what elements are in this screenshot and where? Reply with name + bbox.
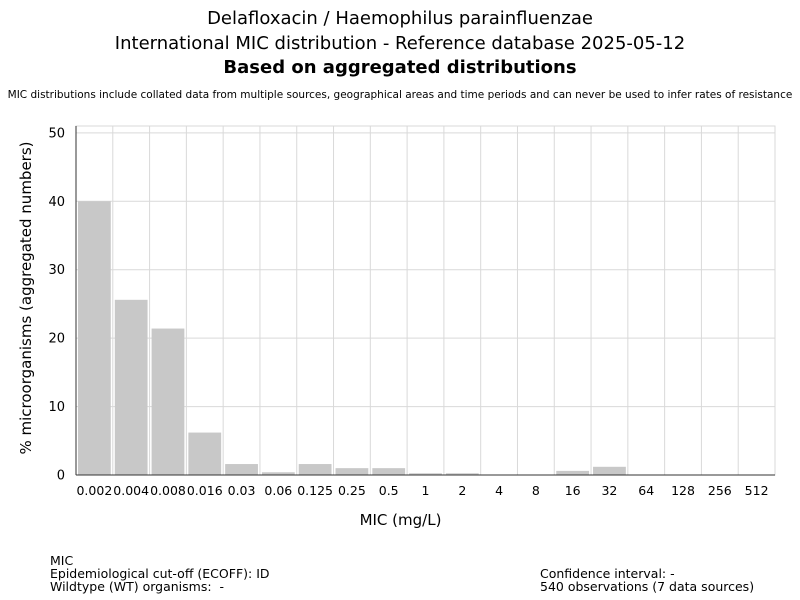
- x-tick-label: 2: [458, 483, 466, 498]
- x-tick-label: 0.5: [379, 483, 399, 498]
- bar-0.25: [335, 468, 369, 475]
- y-tick-label: 50: [48, 126, 65, 141]
- bar-1: [409, 473, 442, 475]
- bar-0.06: [261, 472, 295, 475]
- x-tick-label: 0.06: [264, 483, 292, 498]
- x-tick-label: 4: [495, 483, 503, 498]
- bar-0.125: [298, 464, 332, 475]
- y-tick-label: 0: [57, 469, 65, 484]
- x-tick-label: 0.03: [228, 483, 256, 498]
- y-tick-label: 30: [48, 263, 65, 278]
- x-tick-label: 0.008: [150, 483, 186, 498]
- chart-title-line2: International MIC distribution - Referen…: [114, 33, 686, 54]
- x-tick-label: 0.25: [338, 483, 366, 498]
- y-axis-label: % microorganisms (aggregated numbers): [17, 141, 35, 454]
- x-tick-label: 128: [671, 483, 695, 498]
- y-tick-label: 20: [48, 332, 65, 347]
- y-tick-label: 10: [48, 400, 65, 415]
- y-tick-label: 40: [48, 195, 65, 210]
- x-axis-label: MIC (mg/L): [360, 511, 442, 529]
- x-tick-label: 64: [638, 483, 654, 498]
- bar-0.002: [78, 201, 111, 475]
- x-tick-label: 0.016: [187, 483, 223, 498]
- bar-0.016: [188, 432, 222, 475]
- bar-32: [593, 466, 626, 475]
- footer-ecoff: Epidemiological cut-off (ECOFF): ID: [50, 566, 270, 581]
- x-tick-label: 0.004: [113, 483, 149, 498]
- bar-0.008: [151, 328, 185, 475]
- x-tick-label: 1: [422, 483, 430, 498]
- bar-2: [445, 473, 479, 475]
- x-tick-label: 16: [565, 483, 581, 498]
- x-tick-label: 0.002: [76, 483, 112, 498]
- x-tick-label: 8: [532, 483, 540, 498]
- bar-16: [556, 470, 590, 475]
- x-tick-label: 512: [745, 483, 769, 498]
- bar-0.004: [114, 299, 148, 475]
- chart-title-line1: Delafloxacin / Haemophilus parainfluenza…: [207, 8, 593, 29]
- footer-wildtype: Wildtype (WT) organisms: -: [50, 579, 225, 594]
- footer-confidence-interval: Confidence interval: -: [540, 566, 675, 581]
- footer-mic-label: MIC: [50, 553, 74, 568]
- x-tick-label: 32: [601, 483, 617, 498]
- footer-right: Confidence interval: - 540 observations …: [540, 567, 754, 593]
- x-tick-label: 0.125: [297, 483, 333, 498]
- chart-title-line3: Based on aggregated distributions: [223, 57, 577, 78]
- footer-observations: 540 observations (7 data sources): [540, 579, 755, 594]
- footer-left: MIC Epidemiological cut-off (ECOFF): ID …: [50, 554, 270, 593]
- bar-0.03: [225, 464, 258, 475]
- disclaimer-note: MIC distributions include collated data …: [7, 89, 793, 101]
- x-tick-label: 256: [708, 483, 732, 498]
- bar-0.5: [372, 468, 406, 475]
